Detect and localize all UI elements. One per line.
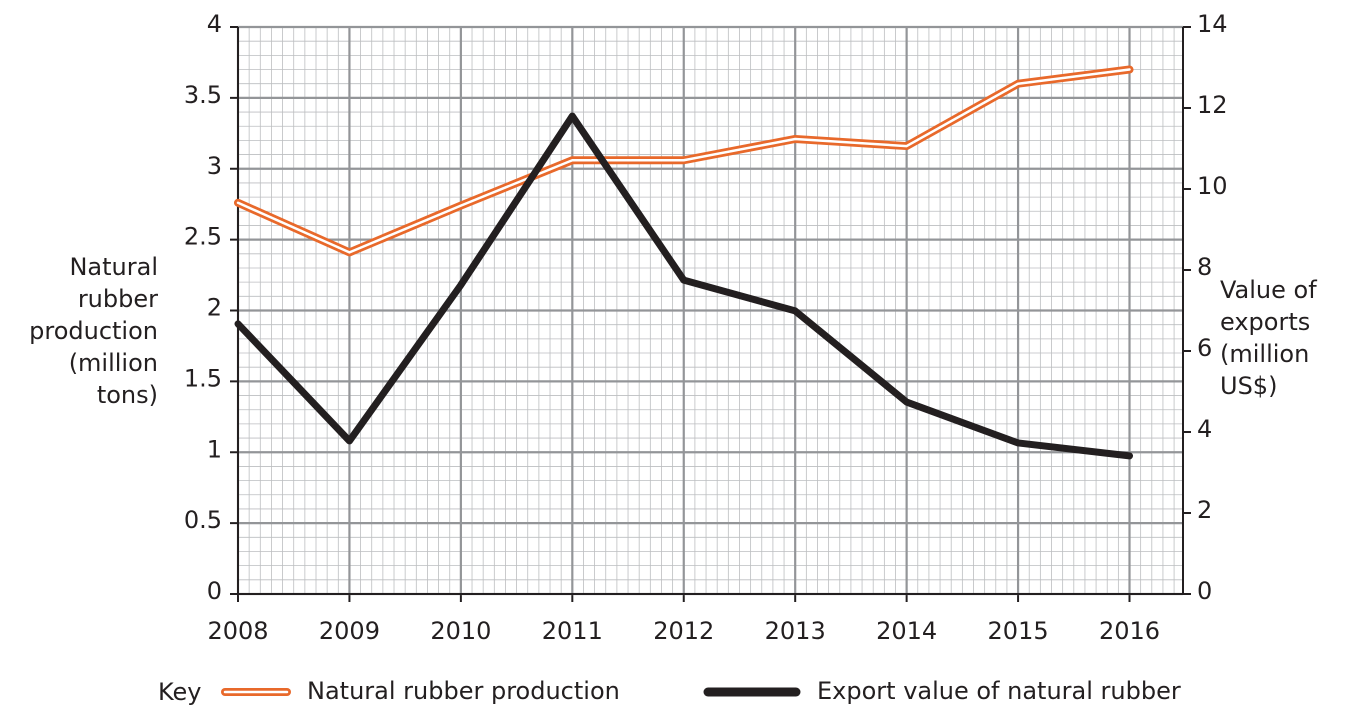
y-tick-label: 3.5 (184, 81, 222, 109)
y2-axis-label: US$) (1220, 372, 1277, 400)
y2-tick-label: 12 (1197, 91, 1228, 119)
x-tick-label: 2008 (207, 617, 268, 645)
y-axis-label: production (29, 317, 158, 345)
line (234, 112, 1134, 460)
y2-tick-label: 6 (1197, 334, 1212, 362)
x-tick-label: 2015 (988, 617, 1049, 645)
y-tick-label: 0.5 (184, 506, 222, 534)
y-tick-label: 3 (207, 152, 222, 180)
y-tick-label: 1.5 (184, 364, 222, 392)
x-tick-label: 2012 (653, 617, 714, 645)
y-axis-label: Natural (69, 253, 158, 281)
y2-axis-label: Value of (1220, 276, 1317, 304)
x-tick-label: 2014 (876, 617, 937, 645)
x-tick-label: 2010 (430, 617, 491, 645)
y-axis-label: tons) (97, 381, 158, 409)
legend-title: Key (158, 678, 202, 706)
y2-axis-label: exports (1220, 308, 1310, 336)
legend-label: Export value of natural rubber (817, 677, 1181, 705)
y-tick-label: 2.5 (184, 223, 222, 251)
legend-label: Natural rubber production (307, 677, 620, 705)
y2-tick-label: 4 (1197, 415, 1212, 443)
x-tick-label: 2009 (319, 617, 380, 645)
y2-tick-label: 0 (1197, 577, 1212, 605)
y-axis-label: (million (69, 349, 158, 377)
line-inner (236, 68, 1131, 254)
y2-tick-label: 14 (1197, 10, 1228, 38)
x-tick-label: 2016 (1099, 617, 1160, 645)
x-tick-label: 2011 (542, 617, 603, 645)
y-tick-label: 2 (207, 294, 222, 322)
y2-tick-label: 10 (1197, 172, 1228, 200)
y-tick-label: 0 (207, 577, 222, 605)
x-tick-label: 2013 (765, 617, 826, 645)
y-tick-label: 4 (207, 10, 222, 38)
y2-tick-label: 2 (1197, 496, 1212, 524)
y2-tick-label: 8 (1197, 253, 1212, 281)
y-axis-label: rubber (78, 285, 158, 313)
y2-axis-label: (million (1220, 340, 1309, 368)
y-tick-label: 1 (207, 435, 222, 463)
